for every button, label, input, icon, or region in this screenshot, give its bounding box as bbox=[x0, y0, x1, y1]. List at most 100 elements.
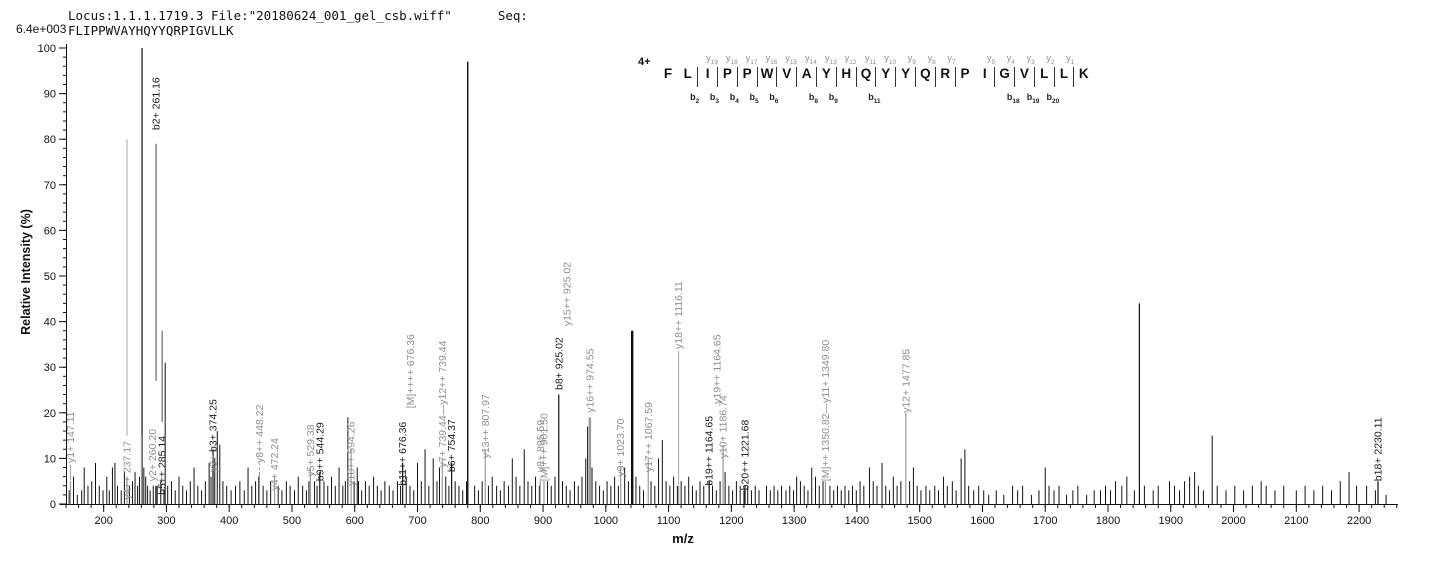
x-tick-label: 900 bbox=[534, 515, 552, 527]
y-ion-label: y19 bbox=[706, 53, 718, 66]
peptide-residue: Y bbox=[821, 66, 831, 81]
peptide-residue: Y bbox=[901, 66, 911, 81]
locus-file-text: Locus:1.1.1.1719.3 File:"20180624_001_ge… bbox=[68, 8, 452, 23]
y-tick-label: 100 bbox=[38, 43, 56, 55]
peak-label: y4+ 472.24 bbox=[269, 438, 281, 490]
peptide-residue: R bbox=[940, 66, 951, 81]
x-tick-label: 1200 bbox=[719, 515, 743, 527]
y-ion-label: y9 bbox=[907, 53, 916, 66]
peak-label: y8++ 448.22 bbox=[254, 404, 266, 463]
y-tick-label: 10 bbox=[44, 453, 56, 465]
peptide-residue: V bbox=[782, 66, 792, 81]
peak-label: [M]++ 1350.82—y11+ 1349.80 bbox=[820, 340, 832, 482]
y-ion-label: y4 bbox=[1006, 53, 1015, 66]
peptide-residue: Q bbox=[860, 66, 872, 81]
b-ion-label: b20 bbox=[1046, 92, 1060, 105]
fragment-cleavage-mark bbox=[736, 67, 738, 87]
b-ion-label: b5 bbox=[749, 92, 759, 105]
y-tick-label: 70 bbox=[44, 180, 56, 192]
peak-label: b9++ 544.29 bbox=[314, 422, 326, 481]
peak-label: b8+ 925.02 bbox=[553, 337, 565, 390]
x-tick-label: 2000 bbox=[1221, 515, 1245, 527]
peak-label: y10++ 594.26 bbox=[346, 421, 358, 485]
y-ion-label: y17 bbox=[745, 53, 758, 66]
y-ion-label: y8 bbox=[927, 53, 936, 66]
b-ion-label: b19 bbox=[1026, 92, 1040, 105]
y-ion-label: y11 bbox=[865, 53, 877, 66]
peak-label: y1+ 147.11 bbox=[65, 411, 77, 463]
x-tick-label: 1300 bbox=[782, 515, 806, 527]
peptide-sequence-text: FLIPPWVAYHQYYQRPIGVLLK bbox=[68, 23, 234, 38]
peak-label: b19++ 1164.65 bbox=[704, 416, 716, 486]
peptide-residue: I bbox=[705, 66, 710, 81]
y-tick-label: 30 bbox=[44, 362, 56, 374]
peak-label: y3+ b3+ 374.25 bbox=[208, 399, 220, 472]
y-ion-label: y15 bbox=[785, 53, 798, 66]
x-tick-label: 1500 bbox=[907, 515, 931, 527]
x-tick-label: 2200 bbox=[1347, 515, 1371, 527]
x-tick-label: 1100 bbox=[657, 515, 681, 527]
b-ion-label: b6 bbox=[769, 92, 779, 105]
header-line: Locus:1.1.1.1719.3 File:"20180624_001_ge… bbox=[68, 8, 528, 38]
background-peaks bbox=[68, 61, 1387, 504]
peak-label: y9+ 1023.70 bbox=[615, 418, 627, 476]
b-ion-label: b4 bbox=[729, 92, 739, 105]
y-tick-label: 20 bbox=[44, 408, 56, 420]
x-tick-label: 1800 bbox=[1096, 515, 1120, 527]
peptide-residue: K bbox=[1078, 66, 1089, 81]
x-tick-label: 500 bbox=[283, 515, 301, 527]
y-tick-label: 40 bbox=[44, 317, 56, 329]
peak-label: y8+ 895.59 bbox=[535, 420, 547, 472]
y-tick-label: 90 bbox=[44, 89, 56, 101]
peak-label: y15++ 925.02 bbox=[561, 262, 573, 326]
fragment-cleavage-mark bbox=[815, 67, 817, 87]
fragment-cleavage-mark bbox=[756, 67, 758, 87]
fragment-cleavage-mark bbox=[934, 67, 936, 87]
peak-label: b2+ 261.16 bbox=[151, 77, 163, 130]
b-ion-label: b11 bbox=[868, 92, 881, 105]
fragment-cleavage-mark bbox=[954, 67, 956, 87]
peptide-residue: G bbox=[999, 66, 1010, 81]
y-ion-label: y13 bbox=[824, 53, 837, 66]
y-axis-ticks: 0 10 20 30 40 50 60 70 80 90 100 bbox=[38, 43, 66, 511]
b-ion-label: b9 bbox=[828, 92, 838, 105]
y-ion-label: y7 bbox=[947, 53, 956, 66]
fragment-cleavage-mark bbox=[776, 67, 778, 87]
axis-titles: Relative Intensity (%) m/z bbox=[19, 209, 694, 546]
peak-label: [M]++++ 676.36 bbox=[405, 334, 417, 408]
labeled-peaks: y1+ 147.11 y4++ 237.17 b2+ 261.16 y2+ 260.2… bbox=[65, 48, 1384, 504]
fragment-cleavage-mark bbox=[1033, 67, 1035, 87]
fragment-cleavage-mark bbox=[796, 67, 798, 87]
peak-label: b11++ 676.36 bbox=[397, 422, 409, 486]
y-ion-label: y16 bbox=[765, 53, 778, 66]
peptide-residue: L bbox=[1059, 66, 1069, 81]
y-ion-label: y3 bbox=[1026, 53, 1035, 66]
intensity-scale-label: 6.4e+003 bbox=[16, 22, 67, 36]
peak-label: y12+ 1477.85 bbox=[900, 349, 912, 413]
x-tick-label: 1900 bbox=[1159, 515, 1183, 527]
x-tick-label: 200 bbox=[94, 515, 112, 527]
peptide-residue: P bbox=[722, 66, 732, 81]
fragment-cleavage-mark bbox=[1053, 67, 1055, 87]
peak-label: y2+ 260.20 bbox=[147, 429, 159, 481]
b-ion-label: b8 bbox=[808, 92, 819, 105]
fragment-cleavage-mark bbox=[697, 67, 699, 87]
precursor-charge-label: 4+ bbox=[638, 56, 651, 68]
peptide-residue: P bbox=[742, 66, 752, 81]
b-ion-label: b2 bbox=[690, 92, 700, 105]
x-tick-label: 300 bbox=[157, 515, 175, 527]
x-axis-title: m/z bbox=[672, 531, 694, 546]
y-ion-label: y10 bbox=[884, 53, 897, 66]
peak-label: y5+ 529.38 bbox=[305, 424, 317, 476]
x-tick-label: 700 bbox=[408, 515, 426, 527]
x-tick-label: 1700 bbox=[1033, 515, 1057, 527]
peak-label: b6+ 754.37 bbox=[446, 419, 458, 472]
peptide-residue: L bbox=[683, 66, 692, 81]
y-ion-label: y12 bbox=[844, 53, 857, 66]
peak-label: y4++ 237.17 bbox=[121, 441, 133, 500]
peptide-residue: F bbox=[663, 66, 673, 81]
seq-label: Seq: bbox=[497, 8, 528, 23]
